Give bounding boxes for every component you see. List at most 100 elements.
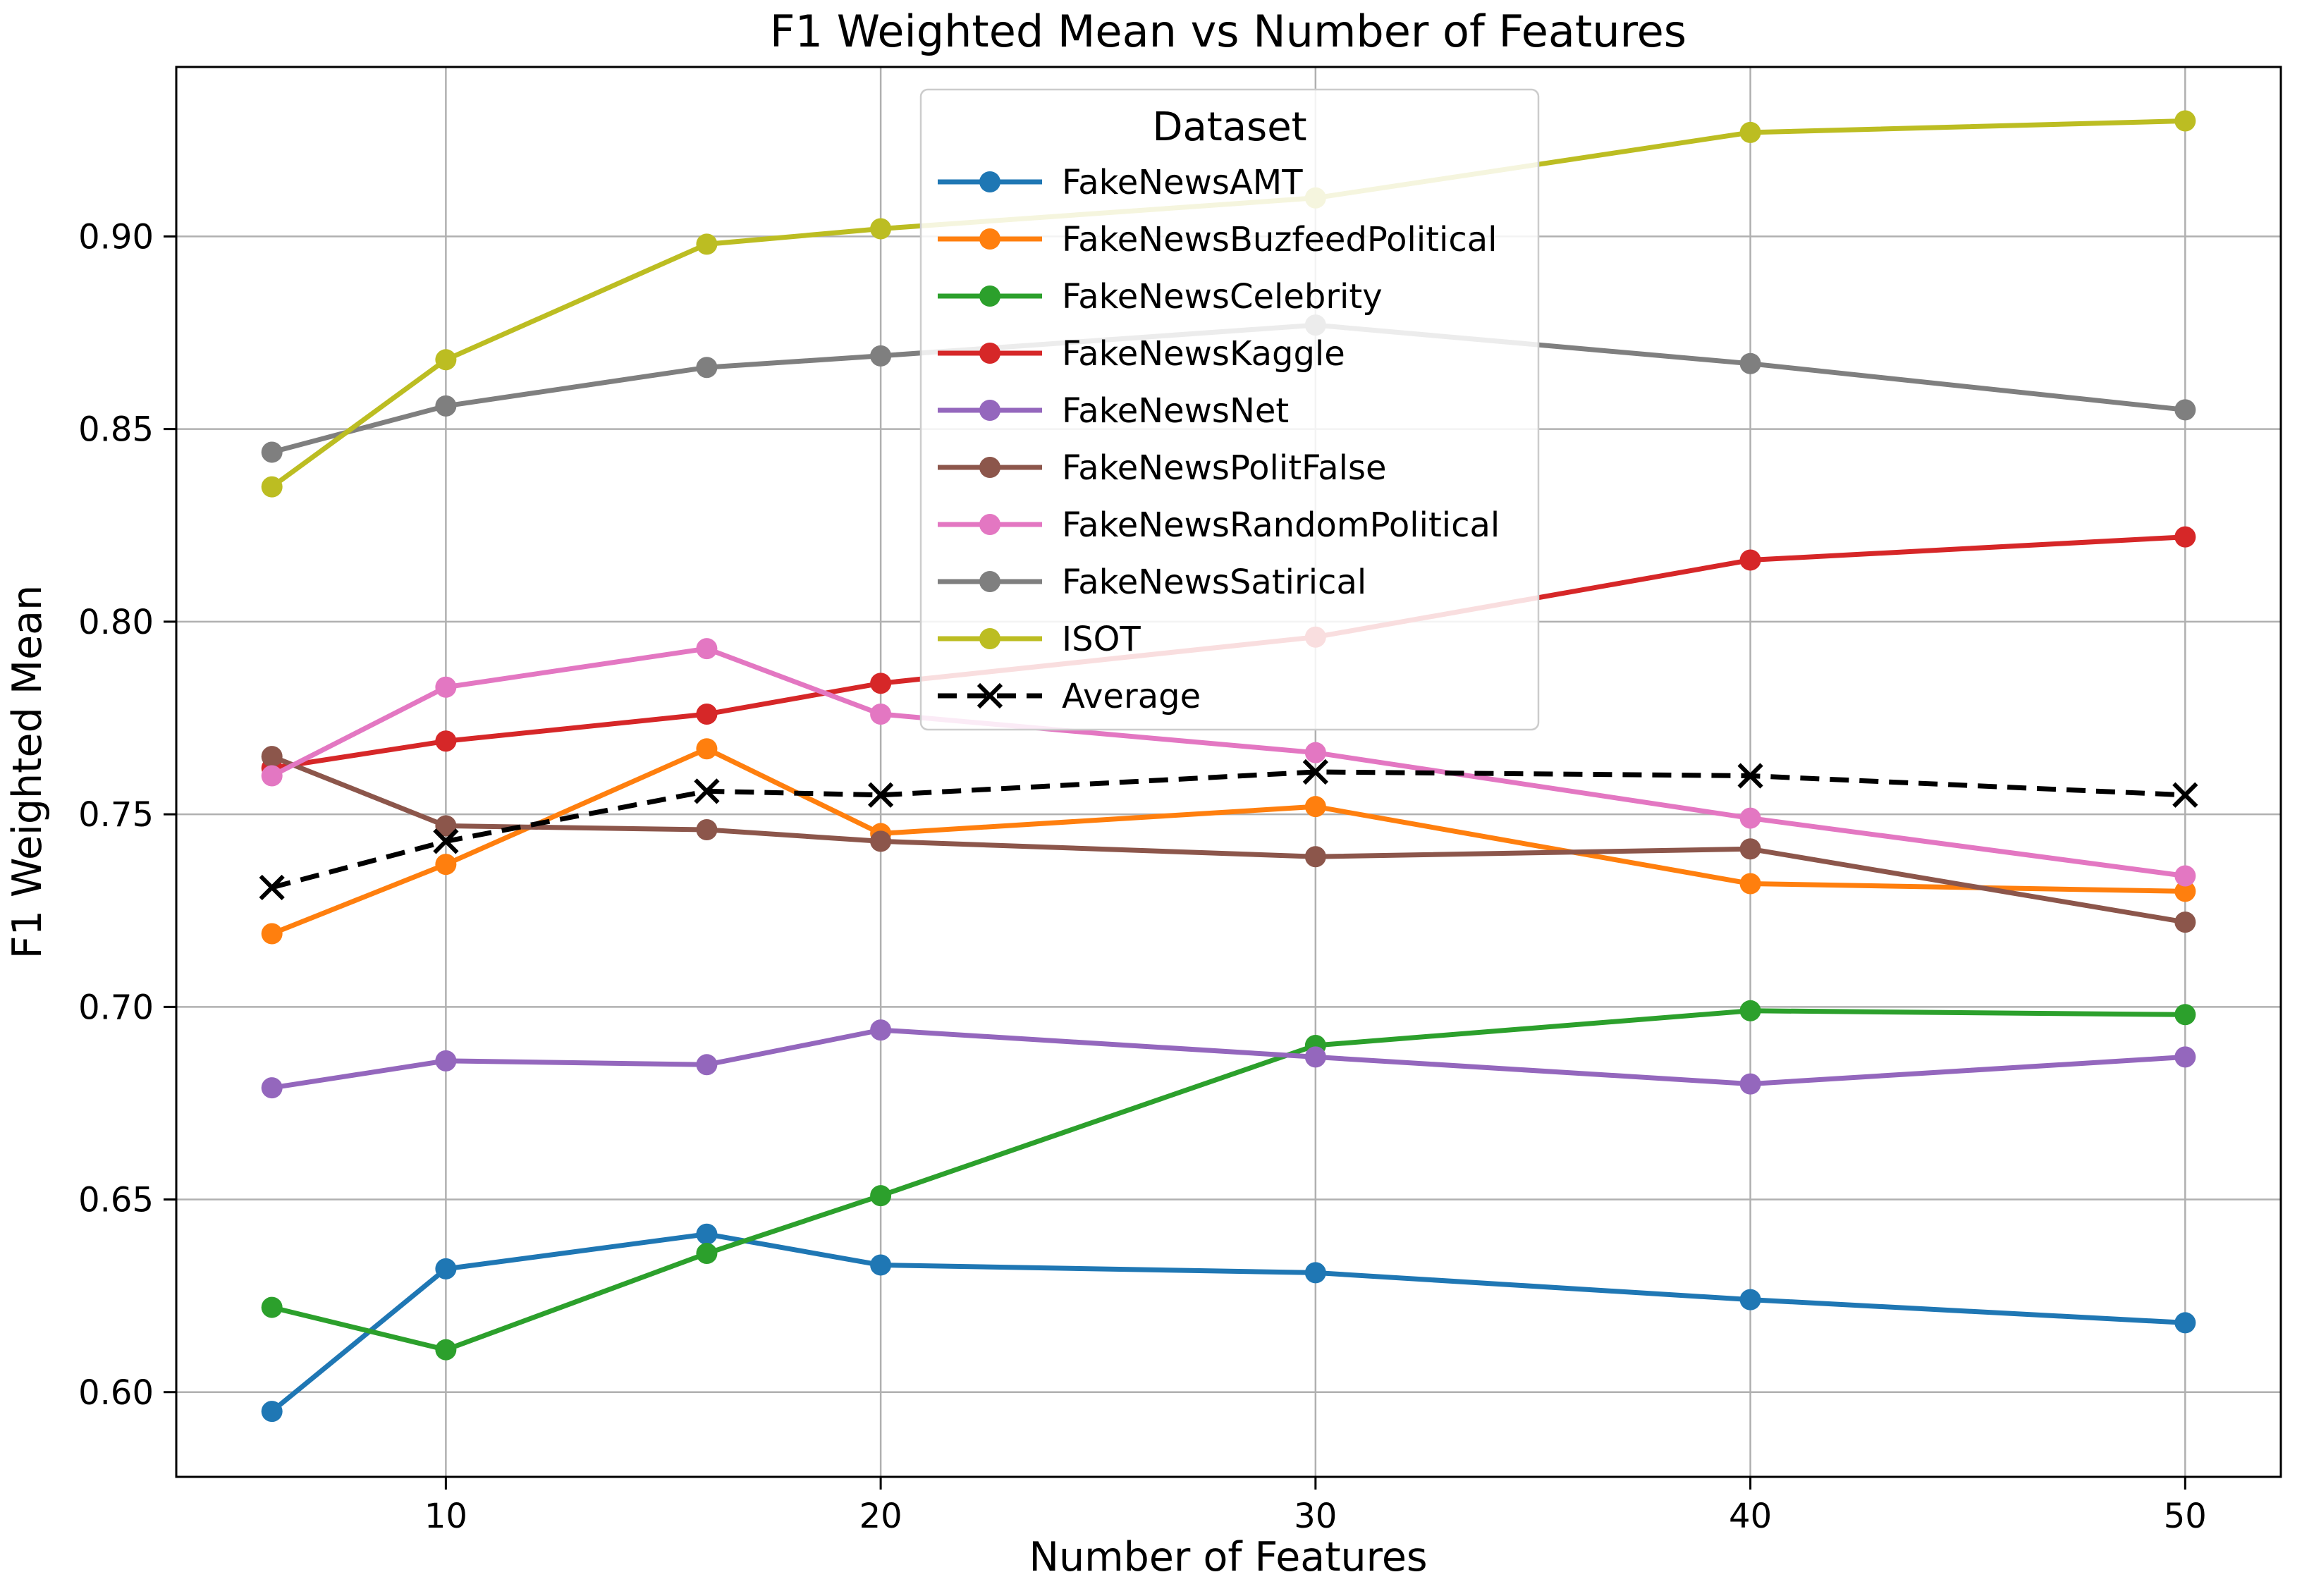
x-axis-label: Number of Features [1029, 1534, 1427, 1580]
legend-item-label: ISOT [1062, 620, 1141, 659]
legend-item-FakeNewsKaggle: FakeNewsKaggle [938, 334, 1345, 374]
series [259, 110, 2198, 1423]
data-point-x [1302, 759, 1328, 785]
legend-swatch-marker [979, 628, 1000, 649]
x-tick-label: 10 [424, 1497, 467, 1536]
legend-item-label: Average [1062, 677, 1201, 716]
data-point [2174, 1312, 2196, 1334]
legend-item-label: FakeNewsAMT [1062, 163, 1303, 202]
y-tick-label: 0.90 [78, 217, 154, 257]
data-point [696, 1243, 718, 1265]
data-point [261, 1077, 283, 1099]
data-point [435, 1050, 457, 1072]
data-point [1304, 1262, 1326, 1284]
data-point [2174, 1046, 2196, 1068]
data-point [435, 1339, 457, 1361]
data-point [261, 441, 283, 463]
legend-item-label: FakeNewsSatirical [1062, 563, 1366, 602]
data-point [870, 218, 892, 240]
data-point [261, 765, 283, 787]
data-point [2174, 880, 2196, 902]
legend-item-ISOT: ISOT [938, 620, 1141, 659]
data-point [2174, 526, 2196, 548]
data-point [696, 233, 718, 255]
series-Average [259, 759, 2198, 901]
legend-item-label: FakeNewsBuzfeedPolitical [1062, 220, 1497, 259]
legend-swatch-marker [979, 571, 1000, 592]
data-point [1739, 352, 1761, 374]
data-point [1304, 846, 1326, 868]
legend-swatch-marker [979, 514, 1000, 535]
y-tick-label: 0.85 [78, 410, 154, 450]
data-point-x [1737, 763, 1763, 789]
legend: Dataset FakeNewsAMT FakeNewsBuzfeedPolitic… [919, 88, 1540, 731]
data-point [2174, 399, 2196, 421]
data-point [435, 349, 457, 371]
data-point-x [259, 874, 285, 901]
data-point [696, 818, 718, 840]
series-line [270, 1232, 2186, 1413]
data-point [870, 1185, 892, 1207]
data-point [261, 923, 283, 945]
data-point [435, 854, 457, 876]
legend-box [919, 88, 1540, 731]
legend-item-FakeNewsAMT: FakeNewsAMT [938, 163, 1303, 202]
data-point [2174, 110, 2196, 132]
data-point [1739, 1073, 1761, 1095]
legend-item-FakeNewsRandomPolitical: FakeNewsRandomPolitical [938, 505, 1500, 545]
data-point [696, 357, 718, 379]
legend-swatch-marker [979, 286, 1000, 307]
data-point [1304, 742, 1326, 763]
series-line [271, 746, 2186, 936]
legend-item-label: FakeNewsCelebrity [1062, 277, 1383, 317]
legend-swatch-marker-x [976, 682, 1003, 709]
data-point [870, 673, 892, 694]
series-FakeNewsKaggle [261, 526, 2196, 779]
legend-title: Dataset [1152, 104, 1306, 150]
x-tick-label: 50 [2164, 1497, 2207, 1536]
x-tick-label: 40 [1729, 1497, 1772, 1536]
data-point [1304, 1046, 1326, 1068]
y-tick-label: 0.60 [78, 1373, 154, 1413]
legend-item-FakeNewsPolitFalse: FakeNewsPolitFalse [938, 448, 1387, 488]
legend-swatch-marker [979, 400, 1000, 421]
y-axis-label: F1 Weighted Mean [4, 585, 51, 959]
data-point [696, 1054, 718, 1076]
data-point-x [694, 778, 720, 804]
data-point [696, 738, 718, 760]
data-point [435, 730, 457, 752]
data-point [1739, 1289, 1761, 1310]
data-point [870, 830, 892, 852]
data-point [435, 676, 457, 698]
series-FakeNewsNet [261, 1019, 2196, 1099]
legend-swatch-marker [979, 343, 1000, 364]
data-point [1304, 796, 1326, 818]
series-FakeNewsAMT [261, 1223, 2196, 1423]
data-point [696, 1223, 718, 1245]
legend-item-Average: Average [938, 677, 1201, 716]
y-tick-label: 0.65 [78, 1181, 154, 1220]
y-tick-label: 0.80 [78, 603, 154, 642]
data-point [435, 395, 457, 417]
data-point [2174, 911, 2196, 933]
data-point-x [433, 828, 459, 854]
series-FakeNewsCelebrity [261, 1000, 2196, 1361]
data-point [1739, 838, 1761, 860]
data-point [2174, 1004, 2196, 1026]
data-point [696, 704, 718, 725]
plot-border [175, 66, 2282, 1478]
data-point [261, 476, 283, 498]
data-point [261, 1401, 283, 1423]
legend-swatch-marker [979, 228, 1000, 250]
legend-item-label: FakeNewsPolitFalse [1062, 448, 1387, 488]
series-line [271, 1027, 2186, 1091]
data-point [1739, 549, 1761, 571]
data-point-x [2172, 782, 2198, 808]
data-point [2174, 865, 2196, 887]
x-tick-label: 20 [859, 1497, 902, 1536]
y-tick-label: 0.70 [78, 988, 154, 1027]
legend-item-FakeNewsNet: FakeNewsNet [938, 391, 1289, 431]
data-point [1739, 873, 1761, 895]
legend-item-FakeNewsBuzfeedPolitical: FakeNewsBuzfeedPolitical [938, 220, 1497, 259]
